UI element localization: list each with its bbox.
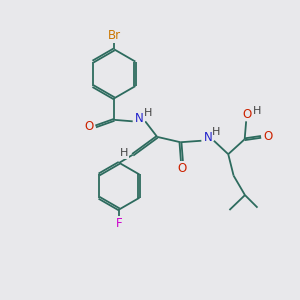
Text: H: H	[144, 108, 152, 118]
Text: N: N	[204, 131, 212, 144]
Text: N: N	[135, 112, 144, 125]
Text: H: H	[120, 148, 128, 158]
Text: O: O	[177, 162, 187, 175]
Text: H: H	[252, 106, 261, 116]
Text: Br: Br	[108, 29, 121, 42]
Text: F: F	[116, 217, 123, 230]
Text: O: O	[85, 120, 94, 133]
Text: O: O	[242, 108, 252, 121]
Text: O: O	[263, 130, 272, 143]
Text: H: H	[212, 127, 220, 137]
